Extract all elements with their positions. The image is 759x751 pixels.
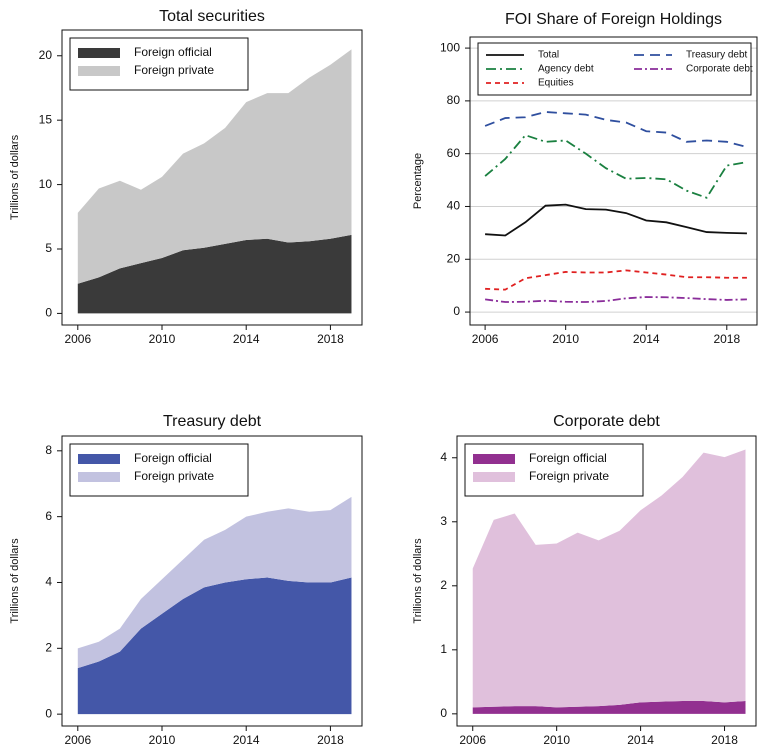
chart-title: Treasury debt: [163, 413, 262, 430]
x-tick-label: 2006: [459, 733, 486, 747]
x-tick-label: 2010: [552, 332, 579, 346]
area: [77, 49, 352, 284]
y-axis-label: Trillions of dollars: [9, 538, 21, 624]
x-tick-label: 2018: [317, 733, 344, 747]
area: [472, 701, 746, 714]
legend-label: Foreign private: [134, 63, 214, 77]
legend-swatch: [78, 472, 120, 482]
x-tick-label: 2018: [713, 332, 740, 346]
area: [77, 577, 352, 715]
legend-swatch: [78, 66, 120, 76]
y-tick-label: 3: [440, 514, 447, 528]
line: [485, 203, 747, 237]
y-tick-label: 5: [45, 241, 52, 255]
legend-box: [464, 443, 644, 497]
area: [77, 234, 352, 314]
y-tick-label: 2: [440, 578, 447, 592]
legend-swatch: [78, 454, 120, 464]
plot-frame: [61, 29, 363, 326]
chart-title: FOI Share of Foreign Holdings: [505, 11, 722, 28]
legend-swatch: [473, 472, 515, 482]
x-tick-label: 2018: [317, 332, 344, 346]
y-tick-label: 0: [440, 706, 447, 720]
y-tick-label: 20: [447, 251, 461, 265]
area: [77, 496, 352, 669]
legend-label: Foreign official: [529, 451, 607, 465]
y-axis-label: Trillions of dollars: [412, 538, 424, 624]
plot-frame: [456, 435, 757, 727]
y-tick-label: 0: [45, 706, 52, 720]
line: [485, 269, 747, 291]
legend-swatch: [78, 48, 120, 58]
y-tick-label: 20: [39, 48, 53, 62]
y-tick-label: 2: [45, 640, 52, 654]
legend-label: Foreign official: [134, 451, 212, 465]
legend-box: [477, 42, 752, 96]
legend-label: Agency debt: [538, 64, 594, 75]
y-tick-label: 8: [45, 443, 52, 457]
legend-label: Treasury debt: [686, 50, 748, 61]
x-tick-label: 2010: [543, 733, 570, 747]
legend-label: Corporate debt: [686, 64, 753, 75]
line: [484, 111, 748, 148]
legend-box: [69, 37, 249, 91]
y-tick-label: 0: [45, 306, 52, 320]
legend-swatch: [473, 454, 515, 464]
y-tick-label: 0: [453, 304, 460, 318]
x-tick-label: 2014: [627, 733, 654, 747]
line: [484, 134, 748, 199]
x-tick-label: 2014: [233, 733, 260, 747]
x-tick-label: 2006: [64, 332, 91, 346]
chart-title: Total securities: [159, 8, 265, 25]
x-tick-label: 2006: [472, 332, 499, 346]
legend-box: [69, 443, 249, 497]
chart-title: Corporate debt: [553, 413, 660, 430]
legend-label: Foreign private: [134, 469, 214, 483]
legend-label: Total: [538, 50, 559, 61]
y-axis-label: Trillions of dollars: [9, 134, 21, 220]
y-tick-label: 80: [447, 93, 461, 107]
plot-frame: [61, 435, 363, 727]
y-tick-label: 1: [440, 642, 447, 656]
plot-frame: [469, 36, 758, 326]
y-tick-label: 15: [39, 112, 53, 126]
y-tick-label: 4: [45, 575, 52, 589]
y-tick-label: 6: [45, 509, 52, 523]
x-tick-label: 2006: [64, 733, 91, 747]
y-tick-label: 10: [39, 177, 53, 191]
x-tick-label: 2014: [633, 332, 660, 346]
line: [484, 296, 747, 303]
y-tick-label: 4: [440, 450, 447, 464]
legend-label: Foreign official: [134, 45, 212, 59]
y-tick-label: 60: [447, 146, 461, 160]
x-tick-label: 2010: [149, 332, 176, 346]
y-axis-label: Percentage: [412, 153, 424, 209]
area: [472, 449, 746, 708]
legend-label: Foreign private: [529, 469, 609, 483]
x-tick-label: 2010: [149, 733, 176, 747]
x-tick-label: 2014: [233, 332, 260, 346]
y-tick-label: 100: [440, 40, 460, 54]
legend-label: Equities: [538, 78, 574, 89]
x-tick-label: 2018: [711, 733, 738, 747]
y-tick-label: 40: [447, 199, 461, 213]
